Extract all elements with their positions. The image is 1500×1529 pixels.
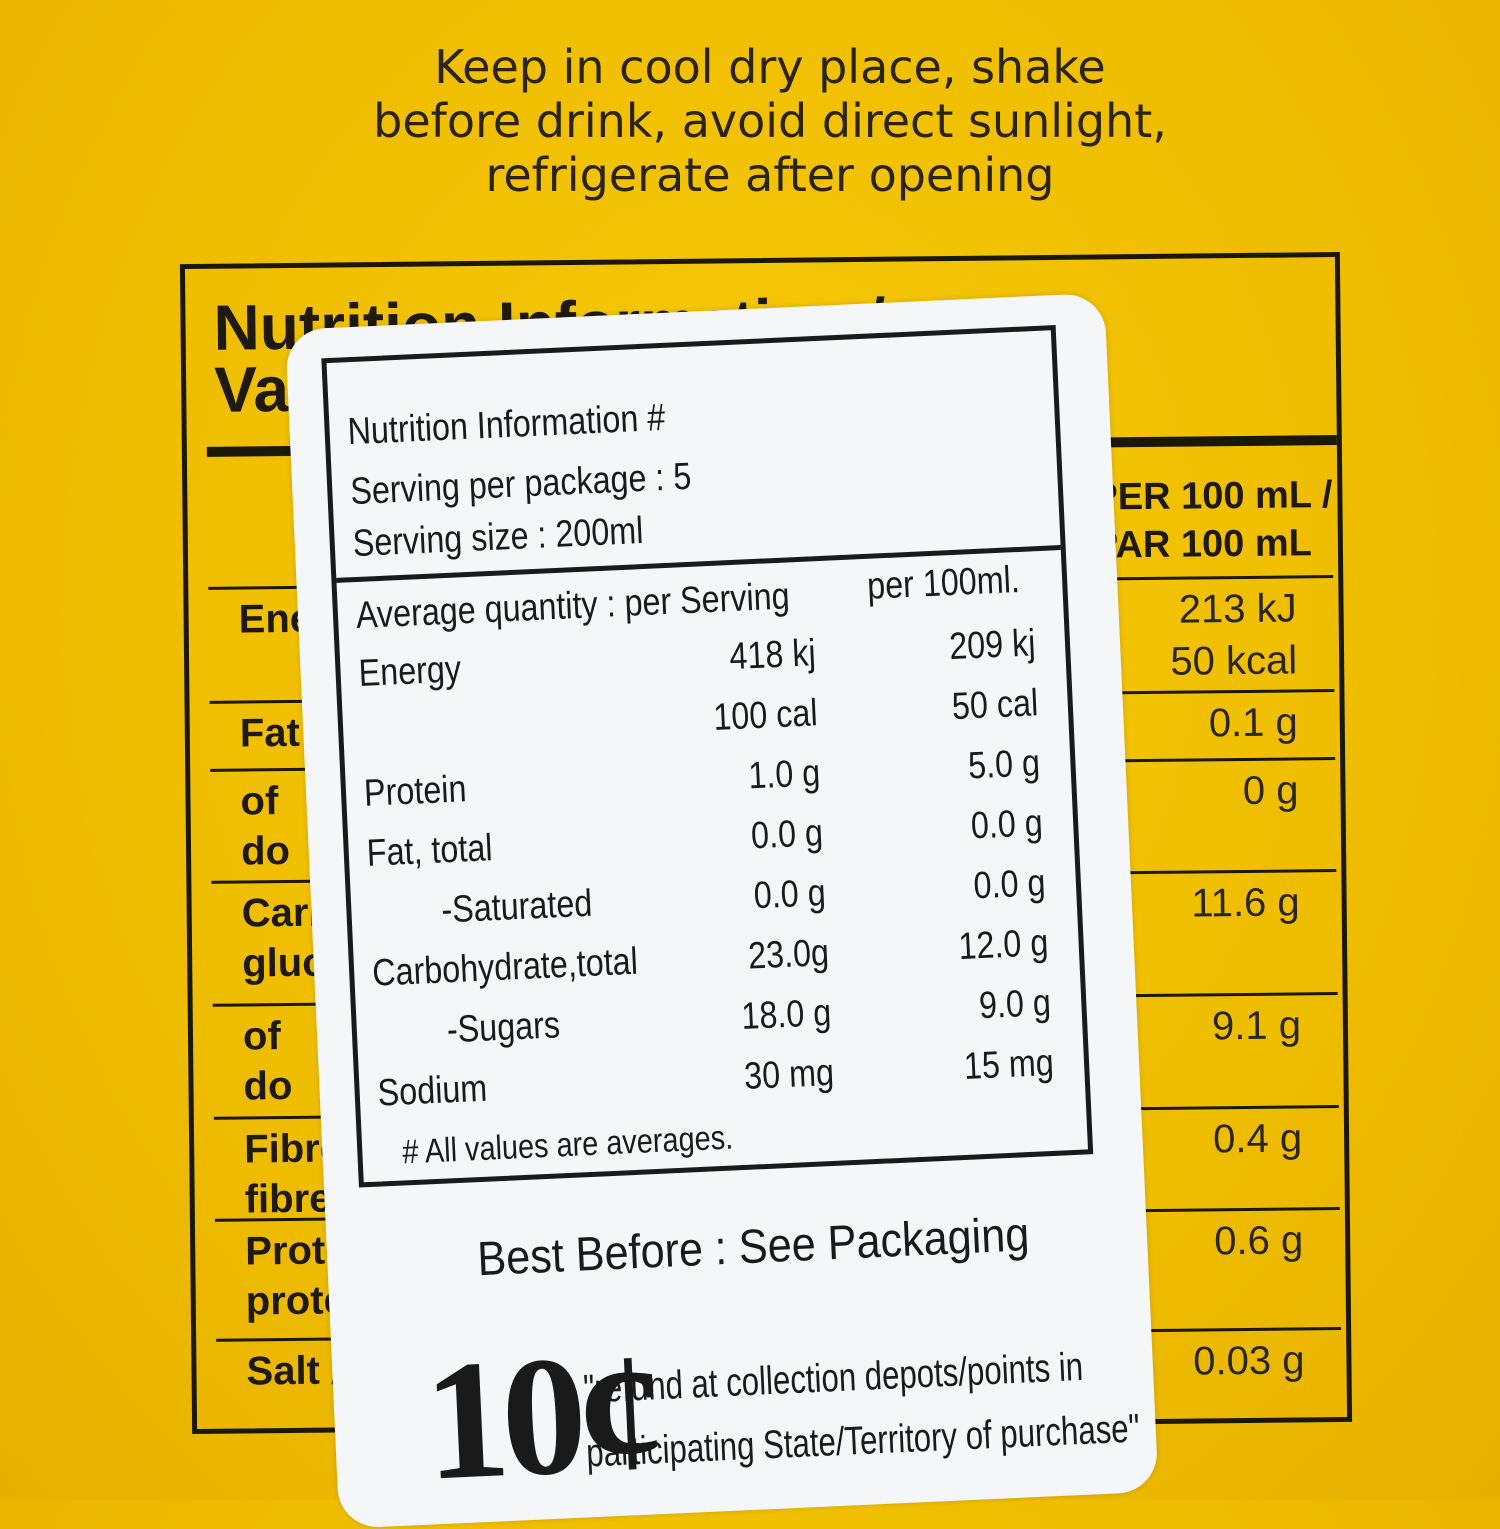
sticker-row-per100: 9.0 g xyxy=(978,981,1053,1028)
row-label: of do xyxy=(242,1014,293,1109)
column-label: Average quantity : per Serving xyxy=(355,575,791,638)
row-label: Salt / xyxy=(246,1348,343,1394)
row-value: 11.6 g xyxy=(1191,880,1300,926)
sticker-row-per100: 209 kj xyxy=(947,622,1036,669)
sticker-row-per100: 5.0 g xyxy=(967,742,1042,788)
sticker-row-serving: 0.0 g xyxy=(750,812,825,858)
sticker-row-serving: 0.0 g xyxy=(753,872,828,918)
column-per100: per 100ml. xyxy=(866,558,1021,608)
sticker-row-serving: 100 cal xyxy=(712,692,819,739)
sticker-row-label: Carbohydrate,total xyxy=(371,940,639,995)
sticker-row-per100: 0.0 g xyxy=(970,802,1045,848)
row-label: of do xyxy=(240,779,291,874)
row-value: 50 kcal xyxy=(1170,638,1298,684)
row-value: 213 kJ xyxy=(1178,586,1297,632)
sticker-row-label: Protein xyxy=(363,768,468,815)
row-value: 9.1 g xyxy=(1211,1003,1302,1049)
row-value: 0.6 g xyxy=(1213,1218,1304,1264)
storage-instructions: Keep in cool dry place, shake before dri… xyxy=(300,40,1240,202)
row-value: 0.03 g xyxy=(1193,1338,1305,1384)
storage-line: refrigerate after opening xyxy=(485,148,1055,202)
sticker-row-serving: 1.0 g xyxy=(747,752,822,798)
best-before: Best Before : See Packaging xyxy=(476,1208,1031,1287)
column-header: PER 100 mL / PAR 100 mL xyxy=(1092,471,1333,570)
sticker-row-per100: 15 mg xyxy=(963,1041,1055,1088)
sticker-row-label: -Saturated xyxy=(440,882,594,932)
refund-text: "refund at collection depots/points in p… xyxy=(582,1332,1141,1485)
sticker-row-per100: 50 cal xyxy=(950,682,1039,729)
sticker-row-label: Sodium xyxy=(376,1067,489,1115)
column-header-line: PER 100 mL / xyxy=(1092,474,1333,519)
row-value: 0.1 g xyxy=(1208,700,1298,746)
servings-per-package: Serving per package : 5 xyxy=(349,455,693,514)
row-value: 0.4 g xyxy=(1212,1116,1303,1162)
row-label: Fat xyxy=(239,710,301,756)
sticker-row-serving: 18.0 g xyxy=(740,991,833,1038)
sticker-row-per100: 0.0 g xyxy=(973,862,1047,908)
serving-size: Serving size : 200ml xyxy=(351,509,645,566)
sticker-row-serving: 30 mg xyxy=(743,1051,836,1098)
sticker-title: Nutrition Information # xyxy=(346,396,667,454)
row-value: 0 g xyxy=(1242,768,1299,814)
sticker-row-label: Fat, total xyxy=(365,827,494,875)
footnote: # All values are averages. xyxy=(401,1118,734,1172)
sticker-row-label: -Sugars xyxy=(445,1004,561,1052)
storage-line: Keep in cool dry place, shake xyxy=(434,40,1106,94)
column-header-line: PAR 100 mL xyxy=(1092,522,1313,567)
nutrition-sticker: Nutrition Information # Serving per pack… xyxy=(285,292,1159,1529)
sticker-row-label: Energy xyxy=(357,648,462,695)
sticker-nutrition-box: Nutrition Information # Serving per pack… xyxy=(321,325,1094,1188)
storage-line: before drink, avoid direct sunlight, xyxy=(373,94,1167,148)
sticker-row-serving: 23.0g xyxy=(747,931,830,978)
sticker-row-per100: 12.0 g xyxy=(957,922,1050,969)
sticker-row-serving: 418 kj xyxy=(728,632,817,679)
